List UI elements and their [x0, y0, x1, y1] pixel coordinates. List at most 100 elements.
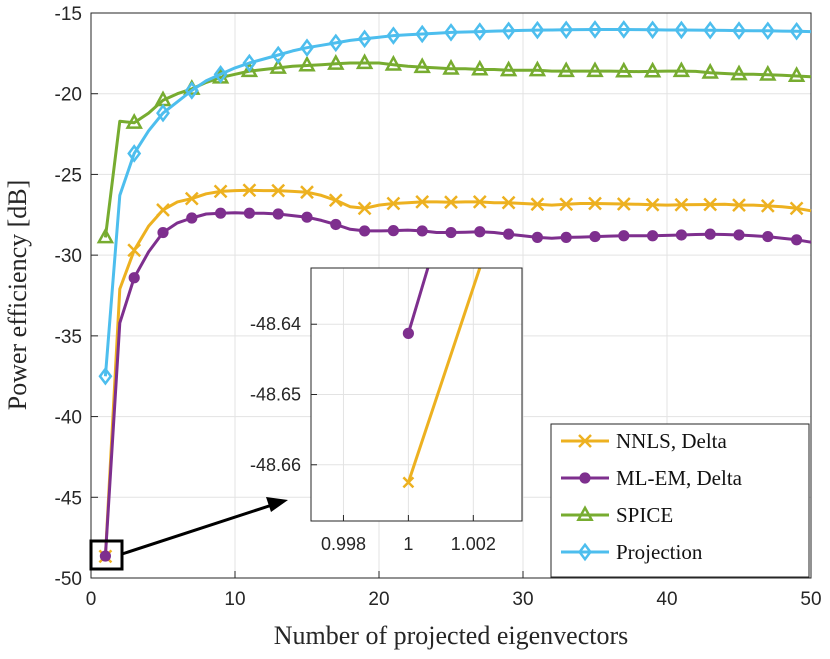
data-point-nnls-delta: [156, 203, 170, 217]
data-point-spice: [557, 61, 575, 78]
series-line-projection: [103, 28, 812, 377]
data-point-ml-em-delta: [445, 226, 457, 239]
data-point-nnls-delta: [357, 201, 372, 216]
x-tick-label: 0: [86, 589, 97, 610]
data-point-ml-em-delta: [503, 228, 515, 240]
data-point-ml-em-delta: [157, 226, 169, 239]
data-point-spice: [125, 112, 143, 129]
x-ticks: 0 10 20 30 40 50: [86, 571, 822, 610]
y-tick-label: -45: [55, 488, 82, 509]
inset-point-ml-em-delta: [402, 327, 414, 339]
x-tick-label: 30: [512, 589, 533, 610]
data-point-projection: [674, 20, 689, 40]
data-point-projection: [760, 21, 775, 41]
data-point-projection: [184, 81, 199, 100]
plot-frame: [90, 12, 812, 579]
data-point-projection: [156, 103, 170, 123]
data-point-spice: [787, 66, 806, 83]
legend-label: NNLS, Delta: [616, 429, 727, 453]
inset-x-ticks: 0.998 1 1.002: [321, 515, 496, 554]
data-point-nnls-delta: [616, 197, 631, 211]
data-point-projection: [789, 21, 804, 41]
zoom-arrow: [121, 503, 273, 556]
data-point-nnls-delta: [415, 194, 430, 209]
inset-y-tick-label: -48.66: [250, 455, 301, 475]
data-point-projection: [415, 24, 430, 44]
series-projection: [98, 20, 812, 386]
x-tick-label: 10: [224, 589, 245, 610]
data-point-projection: [530, 20, 545, 40]
data-point-spice: [327, 54, 345, 70]
y-tick-label: -20: [55, 85, 82, 106]
series-nnls-delta: [98, 183, 812, 564]
data-point-projection: [271, 45, 286, 65]
data-point-projection: [472, 22, 487, 41]
data-point-nnls-delta: [213, 184, 228, 199]
series-layer: [96, 20, 812, 564]
data-point-projection: [559, 20, 574, 40]
data-point-ml-em-delta: [416, 225, 428, 237]
data-point-spice: [471, 59, 489, 76]
data-point-projection: [732, 21, 746, 40]
data-point-projection: [386, 26, 401, 45]
inset-y-tick-label: -48.64: [250, 314, 301, 334]
inset-point-nnls-delta: [402, 476, 415, 489]
data-point-spice: [413, 57, 431, 74]
data-point-projection: [242, 53, 257, 73]
data-point-nnls-delta: [127, 243, 142, 258]
legend-marker-nnls-delta: [578, 434, 592, 448]
data-point-ml-em-delta: [99, 550, 112, 562]
data-point-nnls-delta: [703, 197, 718, 212]
data-point-spice: [701, 62, 719, 79]
data-point-projection: [213, 65, 228, 84]
y-tick-label: -30: [55, 246, 82, 267]
zoom-arrow-head: [266, 497, 288, 512]
data-point-spice: [442, 58, 460, 75]
data-point-projection: [300, 38, 314, 57]
inset-x-tick-label: 1: [403, 534, 413, 554]
data-point-nnls-delta: [674, 197, 689, 212]
inset-plot: 0.998 1 1.002 -48.64 -48.65 -48.66: [250, 267, 523, 554]
inset-y-tick-label: -48.65: [250, 385, 301, 405]
data-point-projection: [127, 144, 142, 163]
x-tick-label: 40: [656, 589, 677, 610]
legend-entry-projection: Projection: [561, 540, 703, 564]
data-point-spice: [96, 227, 115, 244]
data-point-ml-em-delta: [387, 225, 399, 237]
x-axis-label: Number of projected eigenvectors: [274, 621, 628, 650]
inset-series: [402, 267, 482, 489]
data-point-ml-em-delta: [560, 231, 572, 243]
data-point-nnls-delta: [242, 183, 257, 198]
y-tick-label: -35: [55, 327, 82, 348]
data-point-spice: [355, 53, 374, 70]
data-point-nnls-delta: [760, 199, 775, 213]
inset-y-ticks: -48.64 -48.65 -48.66: [250, 314, 317, 475]
data-point-nnls-delta: [184, 191, 199, 206]
y-axis-label: Power efficiency [dB]: [3, 180, 32, 411]
data-point-ml-em-delta: [474, 226, 486, 238]
series-line-nnls-delta: [103, 188, 812, 557]
data-point-ml-em-delta: [359, 225, 371, 237]
data-point-nnls-delta: [559, 197, 574, 212]
data-point-nnls-delta: [386, 196, 401, 211]
data-point-nnls-delta: [271, 183, 286, 198]
data-point-nnls-delta: [789, 201, 804, 216]
y-tick-label: -25: [55, 165, 82, 186]
data-point-projection: [703, 20, 718, 40]
data-point-ml-em-delta: [791, 234, 803, 246]
data-point-nnls-delta: [328, 193, 343, 208]
data-point-spice: [730, 64, 748, 81]
data-point-nnls-delta: [645, 197, 660, 212]
data-point-projection: [501, 21, 516, 41]
inset-x-tick-label: 0.998: [321, 534, 366, 554]
data-point-spice: [499, 60, 518, 77]
data-point-ml-em-delta: [186, 212, 198, 224]
legend-marker-projection: [578, 542, 592, 562]
data-point-ml-em-delta: [531, 231, 544, 243]
data-point-projection: [616, 20, 631, 39]
data-point-nnls-delta: [501, 195, 516, 210]
data-point-ml-em-delta: [589, 230, 601, 243]
legend-label: ML-EM, Delta: [616, 466, 743, 490]
legend-entries: NNLS, Delta ML-EM, Delta SPICE Projection: [561, 429, 743, 564]
